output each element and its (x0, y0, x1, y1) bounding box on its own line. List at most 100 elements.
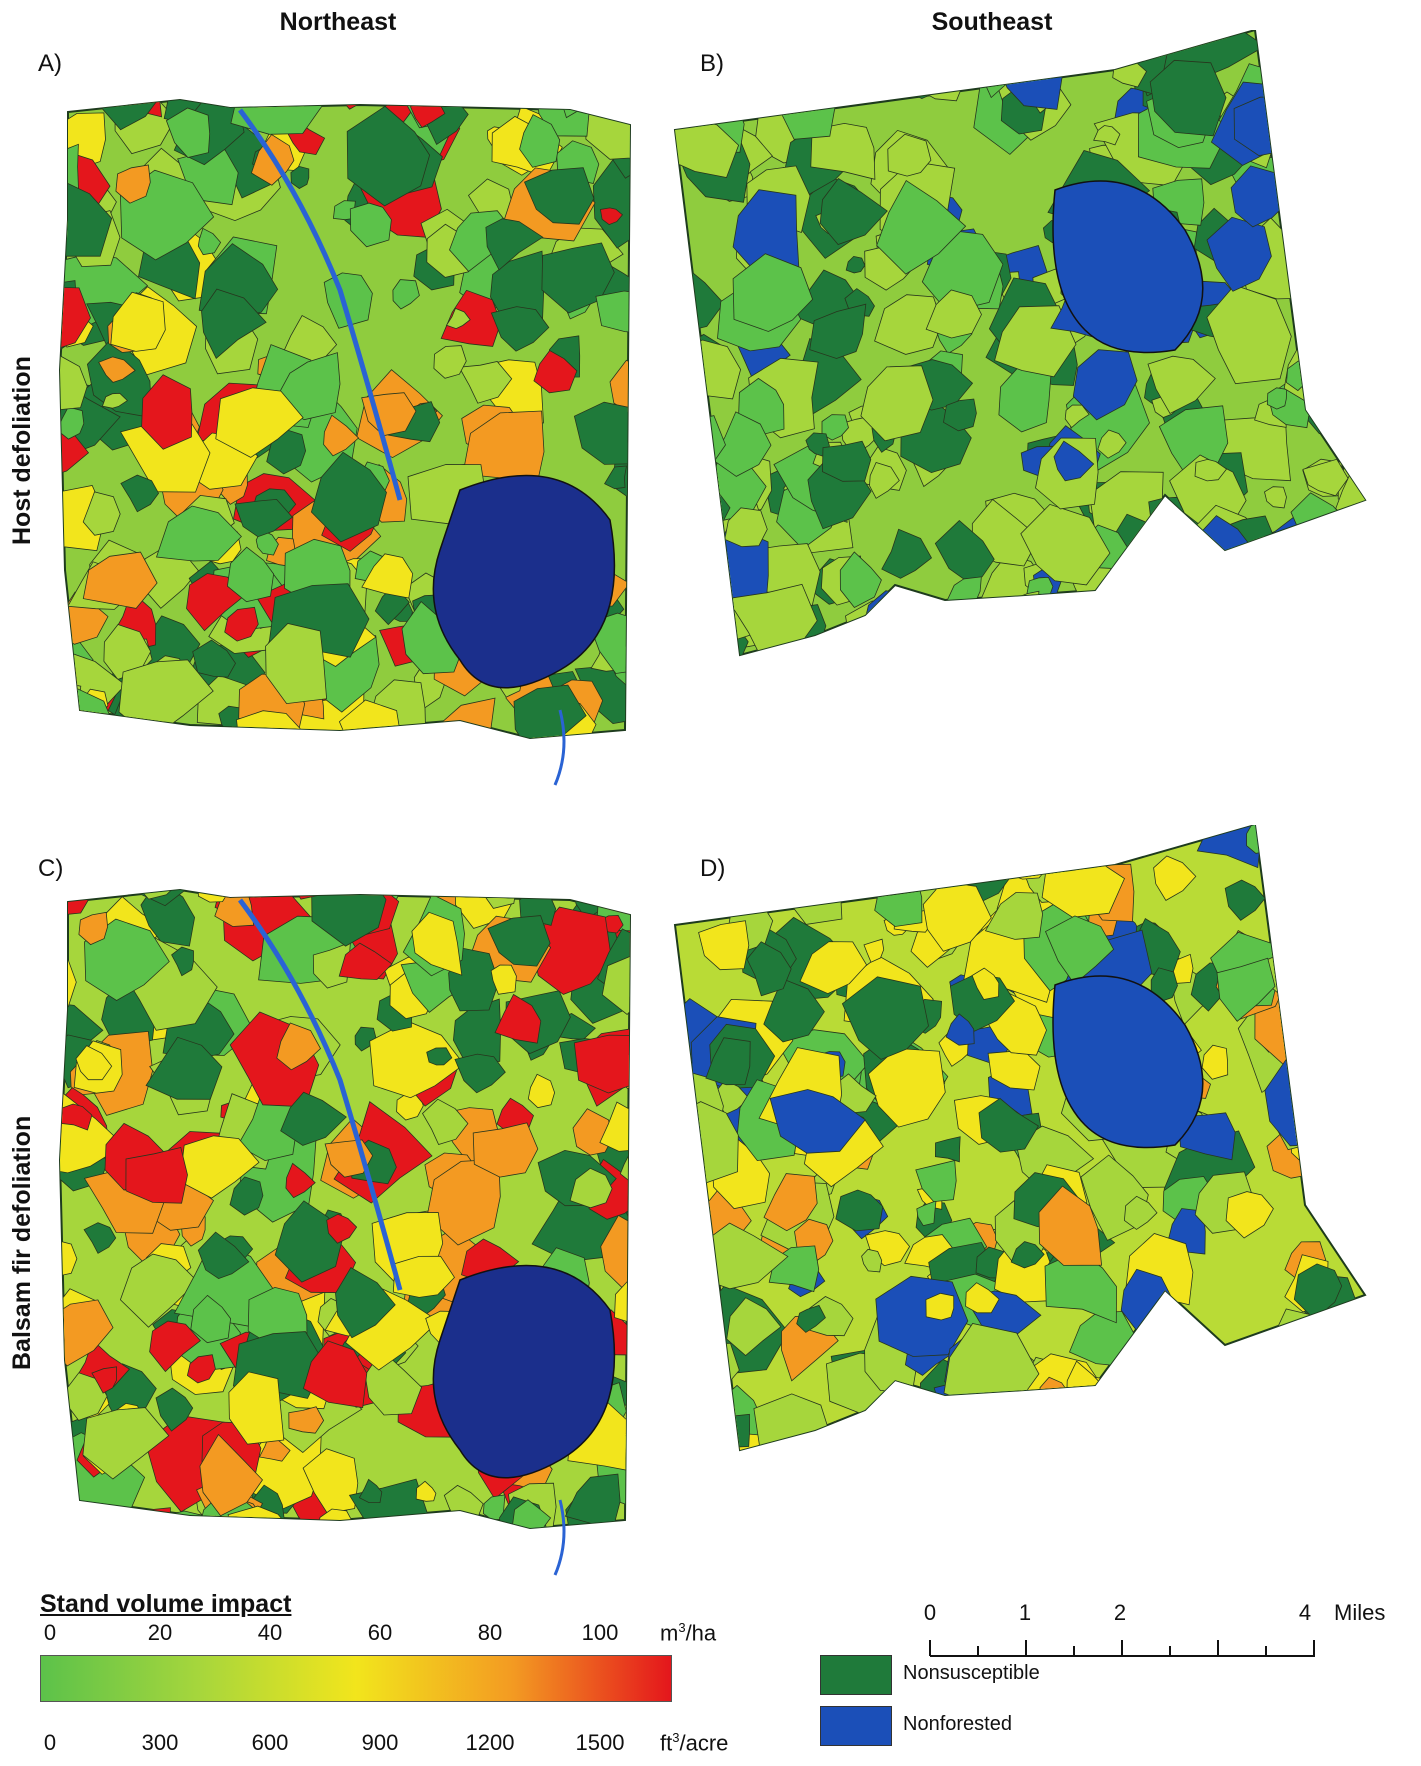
stand-patch (604, 465, 627, 490)
row-title-balsam-fir-defoliation: Balsam fir defoliation (8, 1115, 36, 1370)
stand-patch (943, 398, 977, 432)
stand-patch (1015, 838, 1041, 868)
stand-patch (84, 918, 170, 1001)
stand-patch (127, 1507, 171, 1528)
stand-patch (978, 1097, 1039, 1153)
stand-patch (675, 30, 750, 99)
stand-patch (1183, 1419, 1249, 1450)
stand-patch (1290, 235, 1325, 267)
stand-patch (1325, 215, 1365, 293)
stand-patch (145, 1036, 223, 1100)
stand-patch (60, 1436, 66, 1464)
stand-patch (426, 1047, 453, 1066)
stand-patch (1153, 855, 1197, 901)
stand-patch (302, 1340, 368, 1409)
stand-patch (954, 602, 984, 627)
stand-patch (226, 546, 275, 603)
stand-patch (1324, 1158, 1365, 1234)
stand-patch (966, 825, 1031, 846)
stand-patch (1072, 349, 1138, 421)
stand-patch (1068, 30, 1109, 70)
stand-patch (810, 122, 876, 180)
stand-patch (601, 100, 630, 103)
stand-patch (1020, 503, 1111, 586)
stand-patch (91, 1366, 117, 1394)
map-c-northeast-balsam (58, 888, 632, 1576)
stand-patch (527, 1073, 556, 1109)
stand-patch (1224, 578, 1284, 655)
stand-patch (839, 551, 882, 609)
lake-d (1052, 975, 1204, 1149)
stand-patch (290, 165, 310, 189)
stand-patch (523, 167, 595, 225)
column-title-southeast: Southeast (931, 8, 1053, 36)
stand-patch (1279, 75, 1343, 159)
stand-patch (335, 1267, 396, 1339)
stand-patch (60, 286, 91, 353)
stand-patch (521, 70, 547, 97)
stand-patch (349, 202, 392, 248)
stand-patch (917, 830, 950, 866)
stand-patch (1237, 621, 1279, 655)
stand-patch (377, 1514, 426, 1528)
stand-patch (1137, 1370, 1211, 1446)
lake-c (432, 1264, 616, 1479)
stand-patch (472, 1122, 539, 1178)
stand-patch (323, 414, 360, 457)
stand-patch (1126, 1382, 1183, 1423)
stand-patch (769, 1089, 866, 1154)
stand-patch (860, 365, 934, 442)
stand-patch (925, 289, 982, 339)
stand-patch (101, 392, 129, 409)
metric-unit-base: m (660, 1620, 679, 1646)
legend-imperial-tick: 0 (43, 1730, 57, 1755)
stand-patch (322, 100, 375, 110)
stand-patch (600, 1214, 630, 1293)
stand-patch (698, 920, 750, 971)
stand-patch (863, 938, 885, 963)
legend-imperial-tick: 1200 (465, 1730, 515, 1755)
legend-metric-unit: m3/ha (660, 1620, 716, 1646)
stand-patch (675, 839, 753, 915)
stand-patch (869, 30, 957, 91)
legend-label-nonforested: Nonforested (903, 1713, 1012, 1735)
stand-patch (1302, 458, 1349, 497)
stand-patch (1123, 1195, 1158, 1230)
stand-patch (533, 349, 578, 394)
stand-patch (288, 1406, 325, 1434)
stand-patch (519, 114, 561, 168)
stand-patch (1201, 1044, 1229, 1080)
scale-ticks (929, 1640, 1315, 1656)
stand-patch (197, 890, 231, 903)
stand-patch (60, 701, 65, 738)
stand-patch (1246, 825, 1274, 854)
stand-patch (60, 143, 79, 190)
stand-patch (1038, 1185, 1103, 1266)
stand-patch (1206, 216, 1272, 292)
stand-patch (1150, 967, 1178, 1003)
stand-patch (192, 639, 236, 678)
stand-patch (921, 230, 1004, 313)
stand-patch (947, 600, 976, 638)
legend-color-ramp (40, 1655, 672, 1702)
stand-patch (280, 1091, 347, 1146)
stand-patch (799, 941, 868, 995)
stand-patch (779, 60, 837, 140)
stand-patch (727, 827, 757, 862)
legend-metric-tick: 0 (43, 1620, 57, 1645)
stand-patch (199, 1433, 264, 1517)
panel-label-a: A) (38, 50, 62, 77)
stand-patch (763, 978, 825, 1043)
scale-ruler (929, 1640, 1315, 1657)
stand-patch (1281, 104, 1317, 137)
legend-imperial-ticks: 0 300 600 900 1200 1500 (44, 1730, 670, 1760)
stand-patch (155, 505, 242, 562)
stand-patch (724, 507, 768, 548)
stand-patch (1277, 906, 1317, 944)
scale-bar: 0 1 2 4 Miles (900, 1600, 1385, 1680)
stand-patch (82, 491, 121, 536)
imperial-unit-base: ft (660, 1730, 673, 1756)
stand-patch (821, 1420, 865, 1450)
stand-patch (1186, 593, 1272, 655)
stand-patch (841, 976, 929, 1060)
